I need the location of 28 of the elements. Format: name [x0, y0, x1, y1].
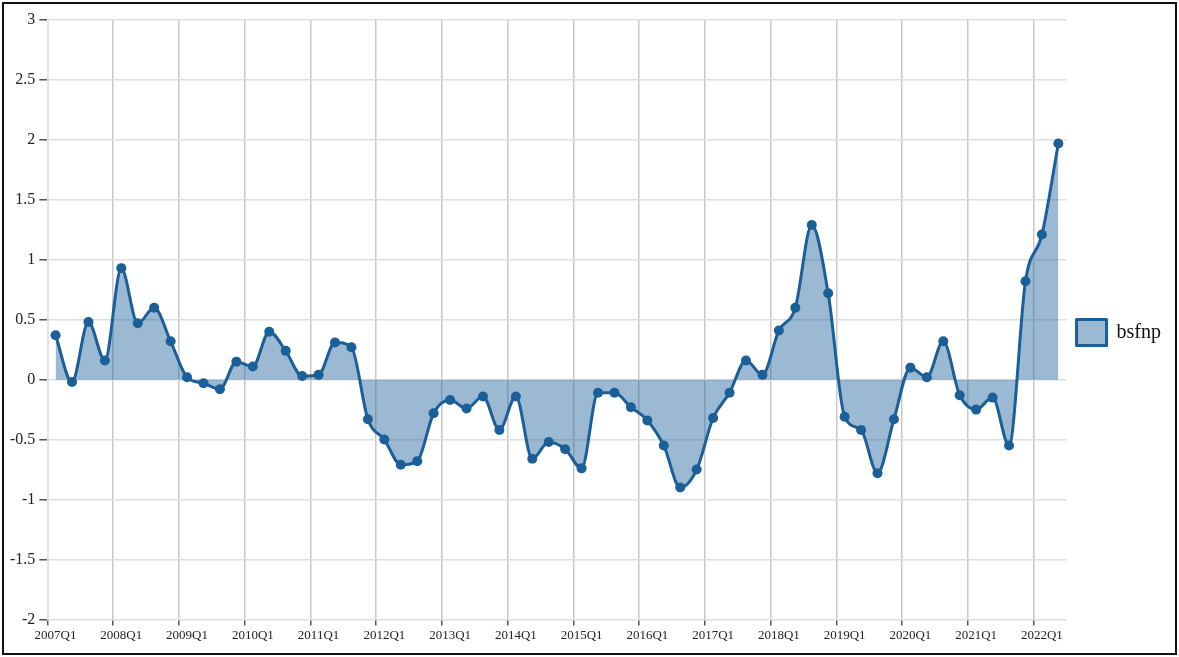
x-tick-label: 2014Q1: [494, 626, 537, 642]
y-tick-label: -2: [22, 609, 36, 627]
y-tick-label: 1.5: [15, 190, 36, 208]
x-tick-label: 2021Q1: [955, 626, 998, 642]
x-tick-label: 2019Q1: [823, 626, 866, 642]
y-tick-label: -1.5: [10, 549, 36, 567]
x-tick-label: 2007Q1: [34, 626, 77, 642]
x-tick-label: 2017Q1: [692, 626, 735, 642]
y-tick-label: -1: [22, 489, 36, 507]
x-tick-label: 2015Q1: [560, 626, 603, 642]
y-tick-label: 2.5: [15, 70, 36, 88]
x-tick-label: 2016Q1: [626, 626, 669, 642]
x-tick-label: 2020Q1: [889, 626, 932, 642]
x-tick-label: 2010Q1: [231, 626, 274, 642]
x-tick-label: 2022Q1: [1020, 626, 1063, 642]
y-tick-label: 0: [27, 369, 36, 387]
x-tick-label: 2009Q1: [166, 626, 209, 642]
x-tick-label: 2018Q1: [757, 626, 800, 642]
y-tick-label: -0.5: [10, 429, 36, 447]
x-tick-label: 2012Q1: [363, 626, 406, 642]
x-tick-label: 2011Q1: [297, 626, 340, 642]
y-tick-label: 2: [27, 130, 36, 148]
y-tick-label: 1: [27, 249, 36, 267]
y-tick-label: 3: [27, 10, 36, 28]
legend-label: bsfnp: [1116, 319, 1162, 343]
x-tick-label: 2008Q1: [100, 626, 143, 642]
x-tick-label: 2013Q1: [429, 626, 472, 642]
y-tick-label: 0.5: [15, 309, 36, 327]
